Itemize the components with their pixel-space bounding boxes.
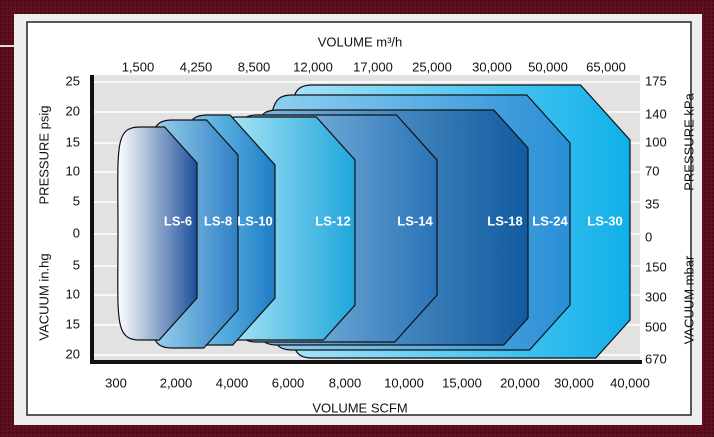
top-tick-label: 1,500 — [122, 59, 155, 74]
right-tick-label: 140 — [645, 106, 667, 121]
bottom-tick-label: 6,000 — [272, 375, 305, 390]
model-label: LS-18 — [487, 213, 522, 228]
bottom-tick-label: 15,000 — [442, 375, 482, 390]
model-label: LS-30 — [587, 213, 622, 228]
bottom-tick-label: 300 — [105, 375, 127, 390]
model-label: LS-8 — [204, 213, 232, 228]
right-tick-label: 175 — [645, 73, 667, 88]
model-label: LS-24 — [532, 213, 568, 228]
top-tick-label: 8,500 — [238, 59, 271, 74]
bottom-tick-label: 40,000 — [610, 375, 650, 390]
bottom-tick-label: 2,000 — [160, 375, 193, 390]
bottom-tick-label: 10,000 — [384, 375, 424, 390]
left-tick-label: 10 — [66, 286, 80, 301]
left-tick-label: 0 — [73, 225, 80, 240]
model-envelope — [117, 126, 198, 341]
top-tick-label: 25,000 — [412, 59, 452, 74]
bottom-tick-label: 20,000 — [500, 375, 540, 390]
top-tick-label: 65,000 — [586, 59, 626, 74]
left-tick-label: 15 — [66, 316, 80, 331]
right-tick-label: 100 — [645, 134, 667, 149]
left-tick-label: 25 — [66, 73, 80, 88]
top-tick-label: 50,000 — [528, 59, 568, 74]
model-label: LS-6 — [164, 213, 192, 228]
model-label: LS-10 — [237, 213, 272, 228]
right-tick-label: 500 — [645, 319, 667, 334]
top-tick-label: 17,000 — [353, 59, 393, 74]
right-axis-title: PRESSURE kPa — [681, 92, 696, 190]
left-tick-label: 10 — [66, 163, 80, 178]
left-tick-label: 5 — [73, 257, 80, 272]
right-tick-label: 300 — [645, 289, 667, 304]
top-tick-label: 12,000 — [293, 59, 333, 74]
top-tick-label: 30,000 — [472, 59, 512, 74]
top-tick-label: 4,250 — [180, 59, 213, 74]
left-tick-label: 20 — [66, 103, 80, 118]
right-tick-label: 150 — [645, 259, 667, 274]
right-tick-label: 70 — [645, 163, 659, 178]
bottom-tick-label: 4,000 — [216, 375, 249, 390]
left-axis-title: PRESSURE psig — [36, 106, 51, 205]
left-axis-title: VACUUM in.hg — [36, 253, 51, 340]
left-tick-label: 5 — [73, 193, 80, 208]
left-tick-label: 20 — [66, 346, 80, 361]
right-tick-label: 670 — [645, 351, 667, 366]
top-axis-title: VOLUME m³/h — [318, 34, 403, 49]
bottom-axis-title: VOLUME SCFM — [312, 400, 407, 415]
left-tick-label: 15 — [66, 134, 80, 149]
bottom-tick-label: 30,000 — [554, 375, 594, 390]
right-axis-title: VACUUM mbar — [681, 255, 696, 344]
right-tick-label: 35 — [645, 196, 659, 211]
model-label: LS-14 — [397, 213, 433, 228]
bottom-tick-label: 8,000 — [329, 375, 362, 390]
right-tick-label: 0 — [645, 229, 652, 244]
model-label: LS-12 — [315, 213, 350, 228]
